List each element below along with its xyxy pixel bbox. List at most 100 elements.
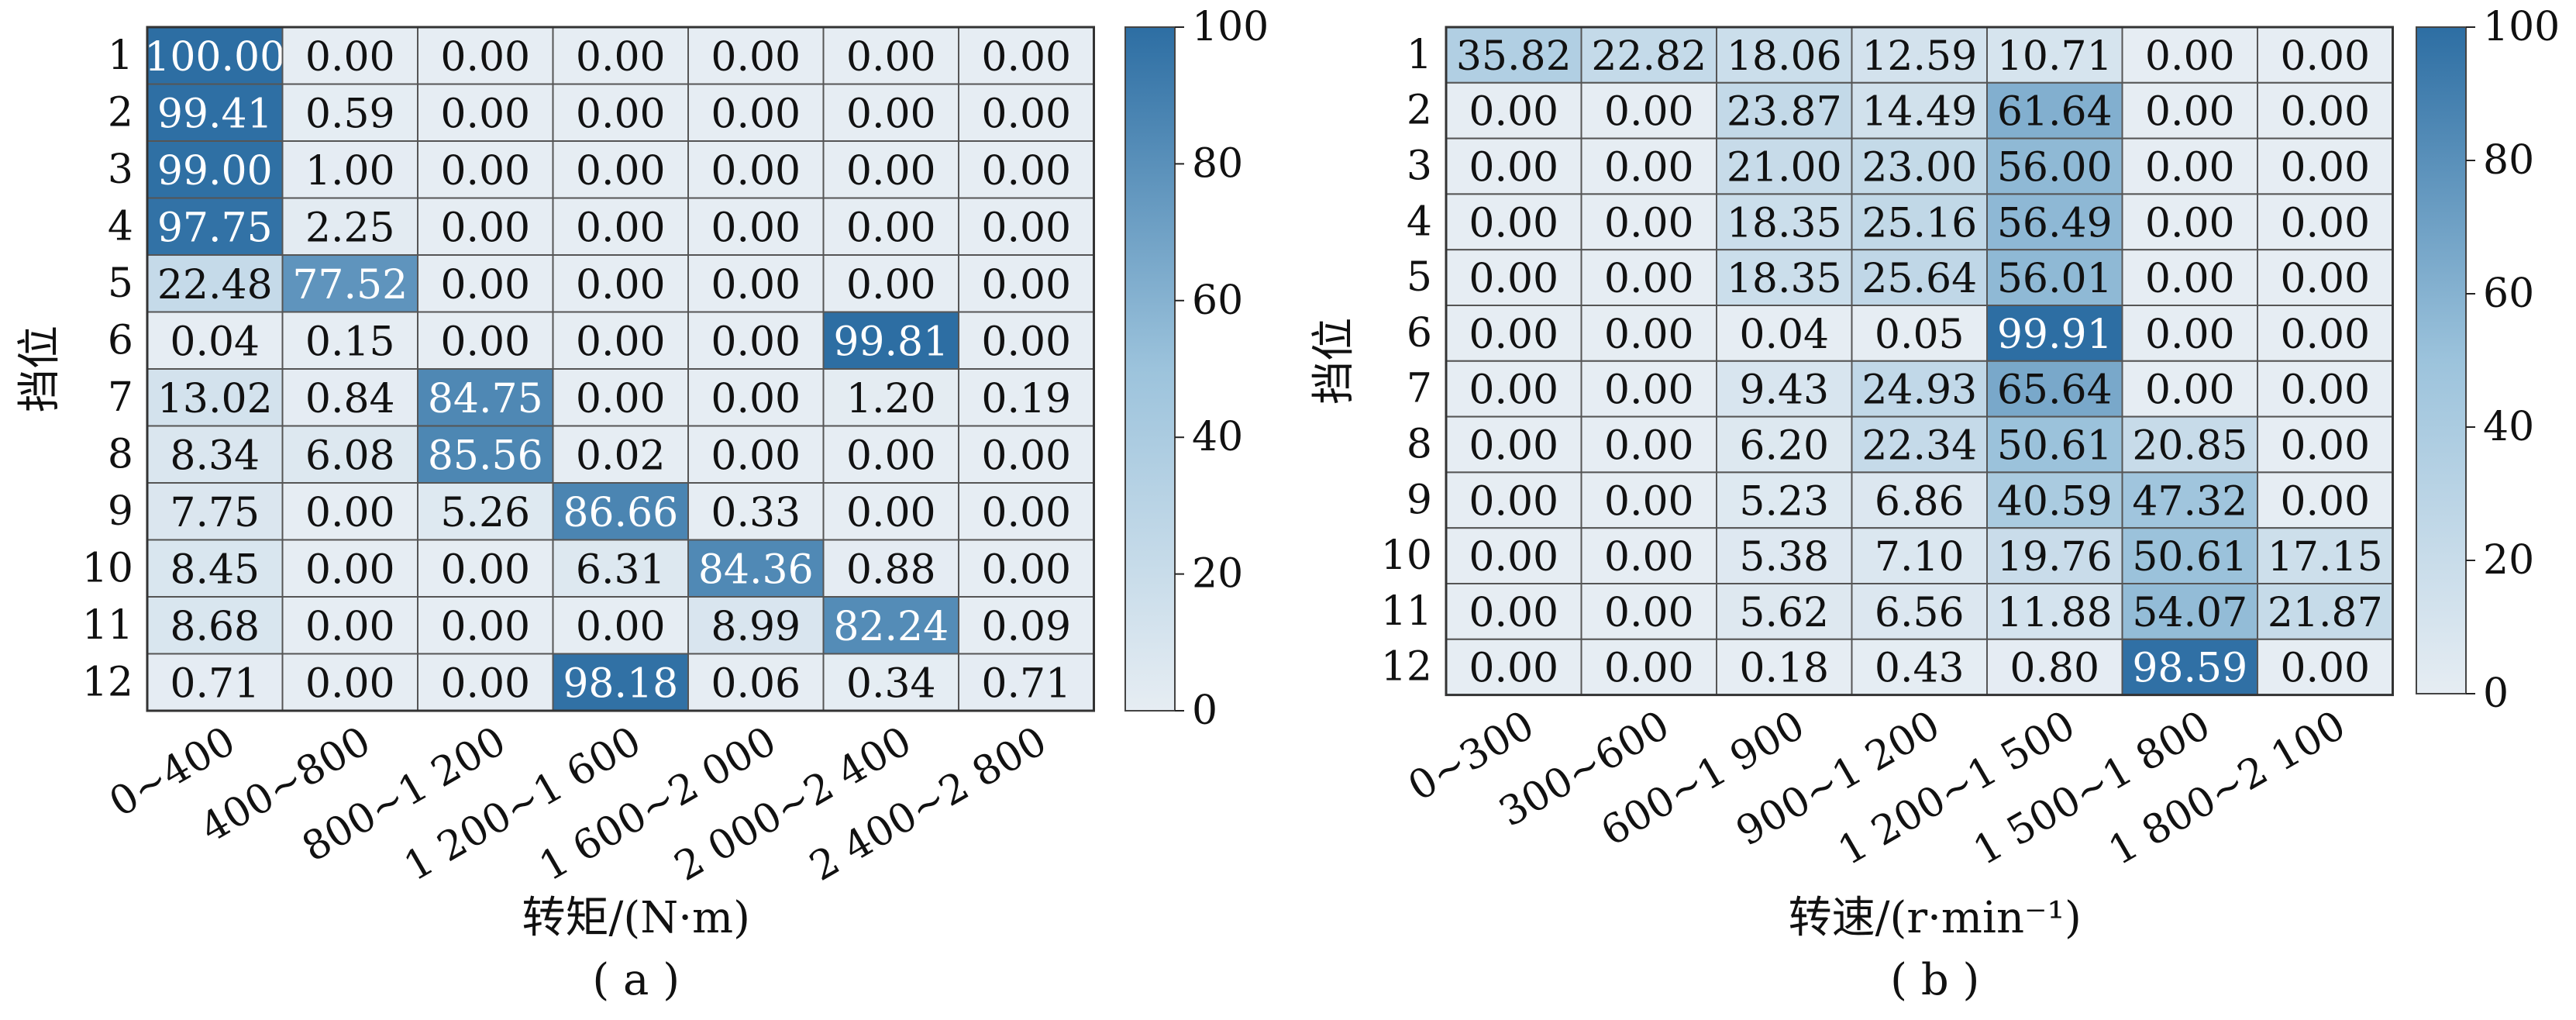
cell-value-label: 61.64 — [1997, 89, 2113, 136]
heatmap-cell — [2121, 471, 2258, 529]
heatmap-cell — [958, 368, 1095, 427]
colorbar-tick-label: 100 — [2483, 4, 2560, 50]
heatmap-cell — [2121, 360, 2258, 418]
cell-value-label: 0.00 — [1604, 89, 1694, 136]
cell-value-label: 50.61 — [1997, 423, 2113, 470]
heatmap-cell — [1445, 471, 1582, 529]
x-axis-label: 转矩/(N·m) — [522, 893, 750, 943]
cell-value-label: 0.00 — [711, 319, 801, 365]
cell-value-label: 0.00 — [1469, 646, 1558, 692]
cell-value-label: 0.43 — [1875, 646, 1965, 692]
heatmap-cell — [1445, 26, 1582, 84]
row-tick-label: 7 — [108, 374, 133, 421]
cell-value-label: 2.25 — [305, 205, 395, 251]
heatmap-cell — [2257, 583, 2394, 640]
heatmap-cell — [1580, 583, 1717, 640]
cell-value-label: 0.33 — [711, 490, 801, 536]
heatmap-cell — [822, 140, 959, 199]
colorbar-tick-label: 40 — [2483, 404, 2534, 450]
heatmap-cell — [822, 653, 959, 712]
heatmap-cell — [281, 197, 418, 256]
heatmap-cell — [1580, 26, 1717, 84]
cell-value-label: 0.00 — [576, 148, 666, 195]
cell-value-label: 22.82 — [1591, 33, 1706, 80]
heatmap-cell — [552, 653, 689, 712]
cell-value-label: 24.93 — [1861, 367, 1977, 414]
row-tick-label: 3 — [1407, 143, 1432, 190]
cell-value-label: 0.19 — [981, 376, 1071, 422]
cell-value-label: 0.00 — [305, 490, 395, 536]
cell-value-label: 54.07 — [2132, 590, 2247, 636]
cell-value-label: 0.00 — [2145, 312, 2235, 358]
cell-value-label: 5.38 — [1739, 534, 1829, 581]
cell-value-label: 0.00 — [2145, 145, 2235, 191]
cell-value-label: 0.00 — [1604, 590, 1694, 636]
heatmap-cell — [687, 83, 825, 142]
heatmap-cell — [2121, 638, 2258, 696]
cell-value-label: 6.20 — [1739, 423, 1829, 470]
cell-value-label: 0.00 — [440, 319, 530, 365]
heatmap-cell — [1716, 583, 1853, 640]
heatmap-cell — [552, 368, 689, 427]
cell-value-label: 8.45 — [170, 546, 260, 593]
cell-value-label: 0.34 — [846, 660, 936, 707]
cell-value-label: 0.00 — [2145, 89, 2235, 136]
cell-value-label: 0.00 — [2280, 367, 2370, 414]
cell-value-label: 0.00 — [576, 262, 666, 308]
cell-value-label: 0.00 — [2280, 646, 2370, 692]
heatmap-cell — [146, 197, 284, 256]
cell-value-label: 0.00 — [981, 205, 1071, 251]
cell-value-label: 0.00 — [981, 262, 1071, 308]
row-tick-label: 8 — [1407, 422, 1432, 468]
cell-value-label: 0.00 — [576, 91, 666, 137]
colorbar-tick-label: 40 — [1192, 414, 1243, 460]
heatmap-border — [146, 26, 1095, 712]
row-tick-label: 10 — [82, 545, 133, 591]
heatmap-cell — [281, 653, 418, 712]
cell-value-label: 0.00 — [846, 148, 936, 195]
cell-value-label: 0.00 — [981, 148, 1071, 195]
heatmap-cell — [1986, 81, 2123, 140]
cell-value-label: 17.15 — [2268, 534, 2383, 581]
heatmap-cell — [1986, 360, 2123, 418]
cell-value-label: 99.00 — [157, 148, 273, 195]
cell-value-label: 25.64 — [1861, 256, 1977, 302]
cell-value-label: 11.88 — [1997, 590, 2113, 636]
heatmap-cell — [552, 539, 689, 598]
cell-value-label: 0.00 — [1469, 367, 1558, 414]
cell-value-label: 0.00 — [305, 660, 395, 707]
row-tick-label: 1 — [108, 33, 133, 79]
cell-value-label: 0.00 — [305, 546, 395, 593]
cell-value-label: 0.00 — [576, 604, 666, 650]
heatmap-cell — [1580, 305, 1717, 362]
heatmap-panel-b: 35.82 22.82 18.06 12.59 10.71 0.00 0.00 0.00 0.0… — [1309, 4, 2560, 1005]
row-tick-label: 10 — [1381, 532, 1432, 579]
cell-value-label: 6.31 — [576, 546, 666, 593]
cell-value-label: 0.04 — [1739, 312, 1829, 358]
cell-value-label: 18.06 — [1727, 33, 1842, 80]
heatmap-cell — [417, 83, 554, 142]
heatmap-cell — [1716, 305, 1853, 362]
heatmap-cell — [1580, 81, 1717, 140]
row-tick-label: 4 — [1407, 198, 1432, 245]
cell-value-label: 0.00 — [440, 604, 530, 650]
heatmap-cell — [417, 482, 554, 541]
cell-value-label: 0.00 — [711, 262, 801, 308]
row-tick-label: 6 — [108, 317, 133, 364]
cell-value-label: 0.00 — [846, 262, 936, 308]
cell-value-label: 18.35 — [1727, 256, 1842, 302]
cell-value-label: 0.00 — [1469, 590, 1558, 636]
colorbar-tick-label: 20 — [2483, 537, 2534, 584]
cell-value-label: 0.00 — [711, 376, 801, 422]
cell-value-label: 0.00 — [711, 91, 801, 137]
cell-value-label: 0.00 — [305, 34, 395, 81]
colorbar-tick-label: 80 — [1192, 140, 1243, 187]
cell-value-label: 0.00 — [2280, 200, 2370, 246]
cell-value-label: 25.16 — [1861, 200, 1977, 246]
cell-value-label: 82.24 — [833, 604, 949, 650]
heatmap-cell — [1851, 249, 1988, 307]
cell-value-label: 0.00 — [846, 490, 936, 536]
cell-value-label: 0.00 — [1604, 312, 1694, 358]
cell-value-label: 7.75 — [170, 490, 260, 536]
heatmap-cell — [552, 140, 689, 199]
